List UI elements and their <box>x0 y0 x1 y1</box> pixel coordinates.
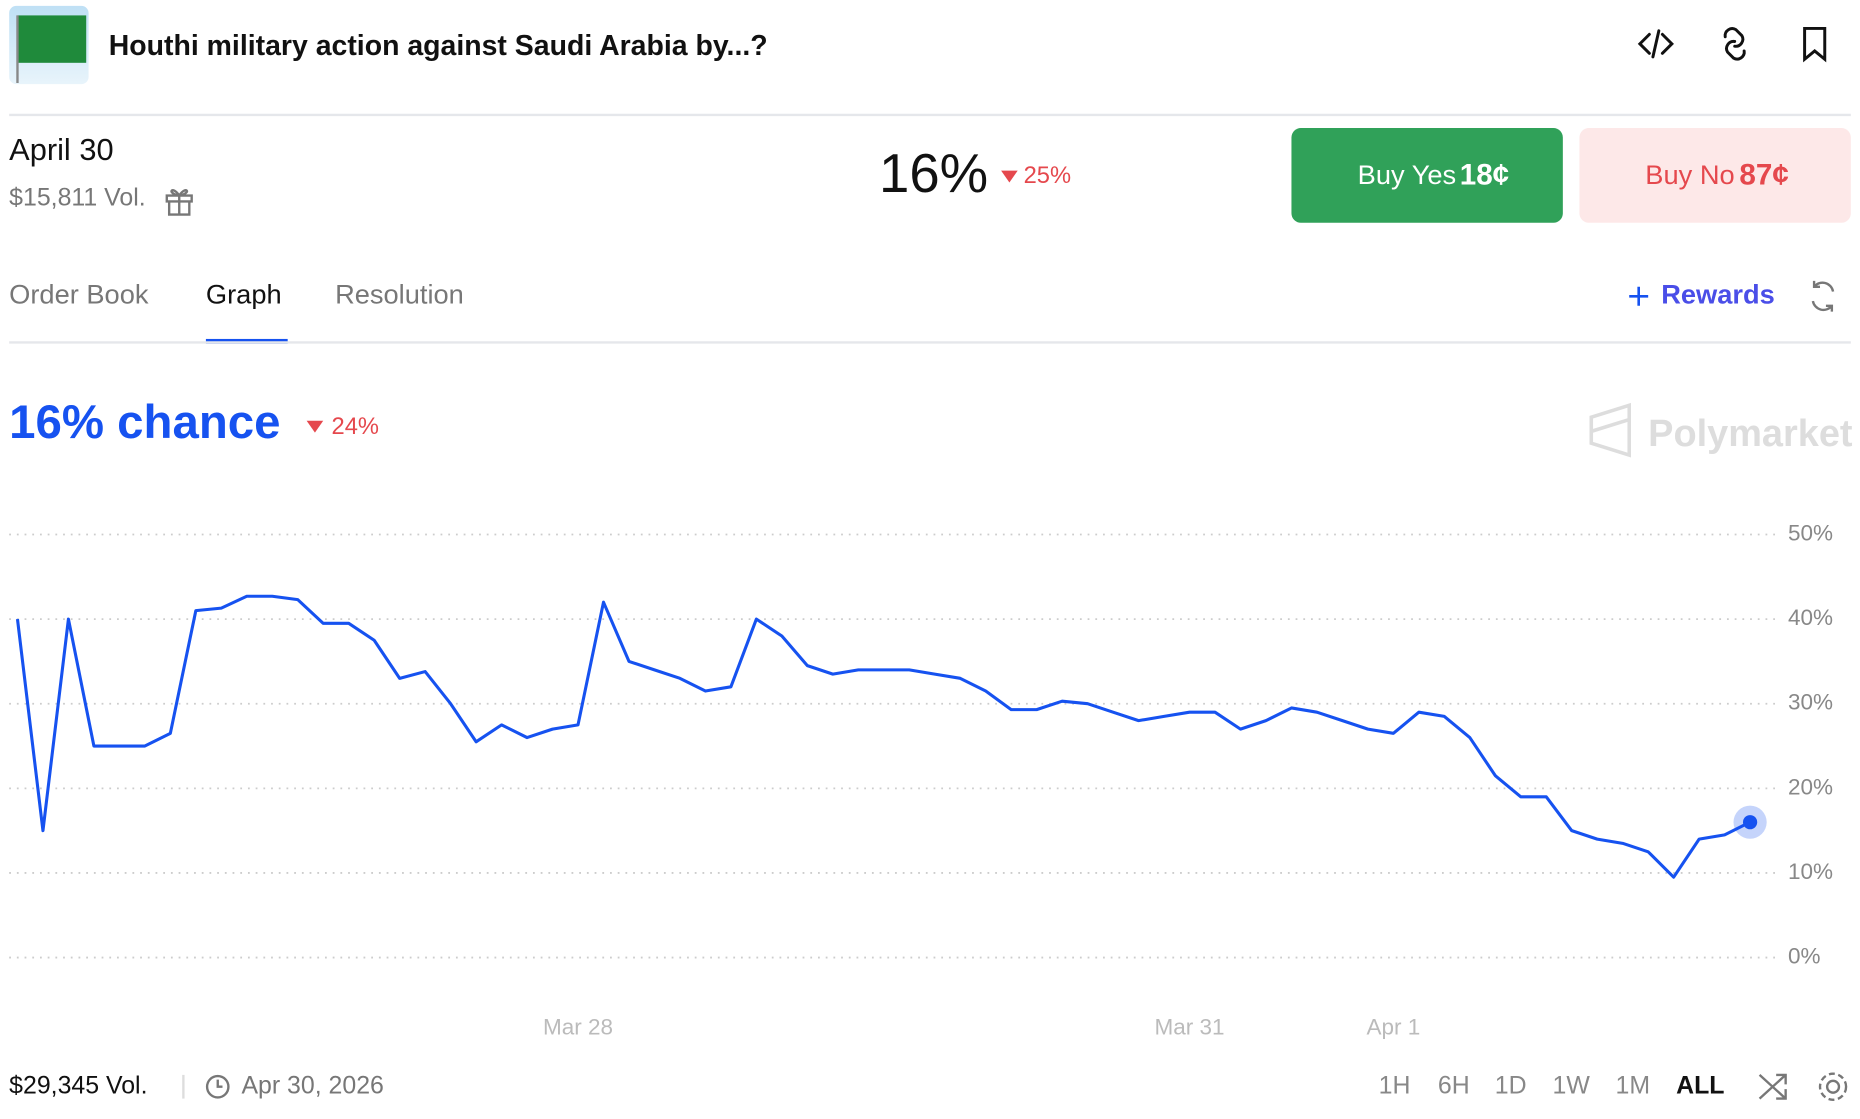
flag <box>17 15 87 63</box>
plus-icon <box>1629 286 1649 306</box>
watermark-logo <box>1589 402 1631 458</box>
outcome-volume: $15,811 Vol. <box>9 184 145 212</box>
buy-yes-button[interactable] <box>1291 127 1563 223</box>
x-tick-label: Mar 31 <box>1155 1015 1225 1040</box>
shuffle-icon[interactable] <box>1758 1073 1787 1100</box>
y-tick-label: 30% <box>1788 690 1833 715</box>
bookmark-icon[interactable] <box>1803 26 1827 63</box>
buy-yes-price: 18¢ <box>1460 158 1509 191</box>
range-button[interactable]: 1H <box>1379 1071 1411 1099</box>
watermark: Polymarket <box>1648 413 1853 455</box>
x-tick-label: Mar 28 <box>543 1015 613 1040</box>
tab[interactable]: Order Book <box>9 278 149 309</box>
price-line <box>15 594 1751 879</box>
down-arrow <box>306 420 324 433</box>
gift-icon[interactable] <box>165 189 193 216</box>
refresh-icon[interactable] <box>1811 280 1835 312</box>
probability-change: 25% <box>1024 163 1071 189</box>
total-volume: $29,345 Vol. <box>9 1071 147 1099</box>
market-title: Houthi military action against Saudi Ara… <box>109 30 768 62</box>
buy-no-price: 87¢ <box>1739 158 1788 191</box>
settings-icon[interactable] <box>1825 1079 1841 1094</box>
tab-active[interactable]: Graph <box>206 278 282 309</box>
buy-no-label: Buy No <box>1645 159 1734 190</box>
buy-yes-label: Buy Yes <box>1358 159 1457 190</box>
settings-gear <box>1818 1072 1848 1101</box>
range-button[interactable]: 1D <box>1495 1071 1527 1099</box>
y-tick-label: 50% <box>1788 520 1833 545</box>
range-button[interactable]: ALL <box>1676 1071 1724 1099</box>
rewards-link[interactable]: Rewards <box>1661 278 1775 309</box>
y-tick-label: 40% <box>1788 605 1833 630</box>
chart-title: 16% chance <box>9 396 280 449</box>
range-button[interactable]: 1M <box>1615 1071 1650 1099</box>
chart-change: 24% <box>332 414 379 440</box>
end-date: Apr 30, 2026 <box>241 1071 383 1099</box>
buy-no-button[interactable] <box>1579 127 1851 223</box>
clock-hands <box>216 1079 223 1088</box>
range-selector: 1H 6H 1D 1W 1M ALL <box>1379 1071 1725 1099</box>
x-tick-label: Apr 1 <box>1366 1015 1420 1040</box>
plot: 0% 10% 20% 30% 40% 50% Mar 28 Mar 31 Apr 1 <box>9 520 1833 1040</box>
last-point <box>1742 815 1758 830</box>
clock-icon <box>205 1074 230 1099</box>
y-tick-label: 20% <box>1788 774 1833 799</box>
tab[interactable]: Resolution <box>335 278 464 309</box>
range-button[interactable]: 6H <box>1438 1071 1470 1099</box>
header-icons <box>1637 26 1827 63</box>
down-arrow <box>1001 170 1018 183</box>
embed-icon[interactable] <box>1637 29 1674 59</box>
y-tick-label: 0% <box>1788 944 1821 969</box>
probability: 16% <box>879 143 988 204</box>
outcome-date: April 30 <box>9 132 113 167</box>
range-button[interactable]: 1W <box>1552 1071 1590 1099</box>
y-tick-label: 10% <box>1788 859 1833 884</box>
link-icon[interactable] <box>1723 27 1746 61</box>
